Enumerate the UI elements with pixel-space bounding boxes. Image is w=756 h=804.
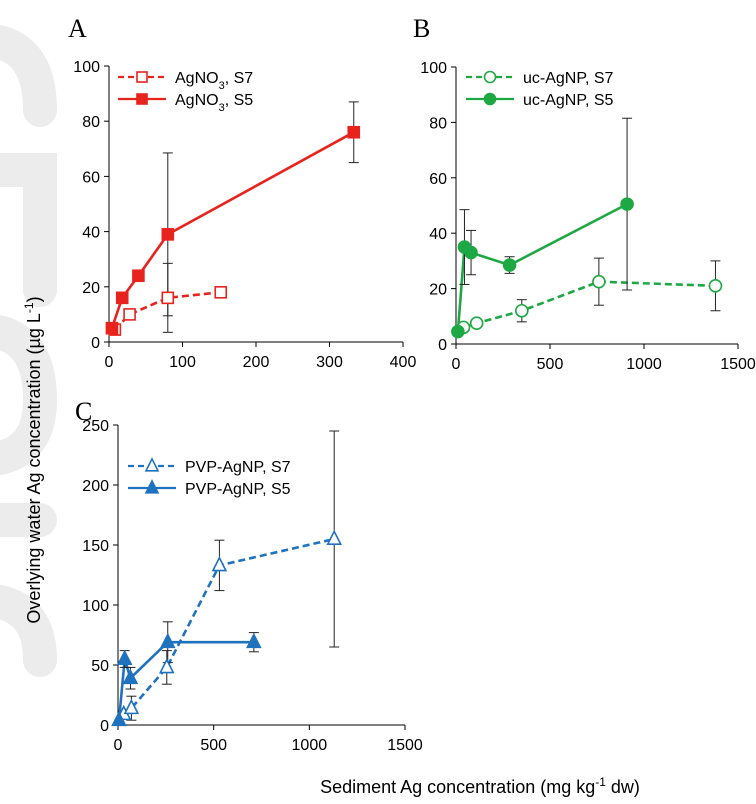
panel-a-xtick-label: 200 — [243, 354, 270, 371]
panel-b-series-2-point — [464, 245, 478, 260]
panel-a-series-2-point — [347, 125, 361, 139]
panel-b-xtick-label: 0 — [452, 356, 461, 373]
panel-c-series-1-legend-label: PVP-AgNP, S7 — [185, 459, 291, 476]
panel-c-ytick-label: 150 — [82, 538, 109, 555]
panel-c-xtick-label: 1500 — [387, 737, 423, 754]
panel-a-series-2-legend-label: AgNO3, S5 — [175, 92, 253, 114]
panel-c-series-1-point — [123, 698, 140, 715]
panel-b-ytick-label: 80 — [429, 115, 447, 132]
panel-b-series-1-point — [592, 274, 606, 289]
panel-a-series-1-point — [214, 286, 228, 299]
panel-b-ytick-label: 0 — [438, 337, 447, 354]
panel-a-series-2-legend-marker — [136, 93, 148, 105]
panel-b-ytick-label: 60 — [429, 171, 447, 188]
panel-a-xtick-label: 300 — [316, 354, 343, 371]
panel-a-chart: A 0 20 40 60 80 100 0 100 200 300 400 AgNO3, S7AgN… — [68, 14, 416, 371]
panel-b-series-1-point — [514, 303, 529, 318]
panel-c-series-1-point — [158, 657, 175, 674]
panel-b-series-2-point — [502, 258, 517, 272]
panel-a-ytick-label: 0 — [91, 335, 100, 352]
panel-b-series-1-line — [463, 280, 716, 329]
panel-a-series-1-legend-marker — [136, 71, 148, 83]
panel-c-series-2-legend-label: PVP-AgNP, S5 — [185, 481, 291, 498]
panel-c-chart: C 0 50 100 150 200 250 0 500 1000 1500 PVP-AgNP, … — [75, 397, 423, 754]
panel-c-xtick-label: 1000 — [292, 737, 328, 754]
panel-b-series-1-legend-marker — [483, 70, 497, 84]
panel-c-ytick-label: 250 — [82, 418, 109, 435]
panel-c-series-1-point — [326, 529, 343, 545]
panel-c-series-2-point — [159, 632, 176, 649]
panel-b-series-1-point — [708, 279, 723, 293]
panel-a-series-1-point — [123, 308, 136, 321]
panel-c-ytick-label: 0 — [100, 718, 109, 735]
panel-b-ytick-label: 40 — [429, 226, 447, 243]
panel-a-series-2-line — [110, 131, 355, 329]
panel-b-series-2-legend-marker — [483, 92, 497, 106]
panel-b-xtick-label: 1000 — [626, 356, 662, 373]
panel-a-series-1-line — [113, 291, 221, 331]
panel-c-ytick-label: 200 — [82, 478, 109, 495]
panel-c-ytick-label: 100 — [82, 598, 109, 615]
panel-b-xtick-label: 500 — [537, 356, 564, 373]
panel-c-series-1-line — [122, 537, 335, 716]
panel-a-ytick-label: 40 — [82, 225, 100, 242]
panel-c-series-2-point — [111, 710, 127, 727]
panel-a-ytick-label: 80 — [82, 114, 100, 131]
panel-c-series-1-legend-marker — [144, 457, 160, 472]
panel-c-series-2-point — [122, 668, 139, 685]
panel-a-xtick-label: 0 — [105, 354, 114, 371]
panel-a-ytick-label: 100 — [73, 59, 100, 76]
panel-a-series-2-point — [105, 321, 119, 335]
panel-c-label: C — [75, 397, 92, 426]
panel-a-label: A — [68, 14, 87, 43]
x-axis-title: Sediment Ag concentration (mg kg-1 dw) — [320, 775, 640, 797]
panel-b-series-2-point — [620, 197, 634, 211]
panel-b-series-2-point — [451, 324, 465, 339]
panel-a-series-1-point — [161, 291, 175, 305]
panel-a-series-2-point — [115, 291, 129, 305]
panel-c-series-1-point — [211, 555, 228, 572]
panel-a-xtick-label: 100 — [169, 354, 196, 371]
panel-a-ytick-label: 20 — [82, 280, 100, 297]
panel-c-series-2-line — [117, 640, 254, 721]
y-axis-title: Overlying water Ag concentration (µg L-1… — [22, 296, 44, 623]
panel-a-series-1-legend-label: AgNO3, S7 — [175, 70, 253, 92]
panel-b-ytick-label: 100 — [420, 60, 447, 77]
panel-a-xtick-label: 400 — [390, 354, 417, 371]
panel-b-series-1-point — [469, 316, 484, 331]
panel-b-series-1-legend-label: uc-AgNP, S7 — [523, 70, 614, 87]
panel-b-series-2-legend-label: uc-AgNP, S5 — [523, 92, 614, 109]
panel-c-series-2-point — [116, 649, 133, 665]
panel-b-label: B — [413, 14, 430, 43]
panel-b-xtick-label: 1500 — [720, 356, 756, 373]
panel-a-series-2-point — [132, 269, 145, 283]
panel-a-ytick-label: 60 — [82, 169, 100, 186]
panel-b-ytick-label: 20 — [429, 282, 447, 299]
panel-b-series-2-line — [456, 202, 628, 332]
panel-c-series-2-point — [246, 632, 262, 649]
panel-c-xtick-label: 500 — [200, 737, 227, 754]
panel-a-series-2-point — [161, 228, 175, 241]
panel-c-xtick-label: 0 — [114, 737, 123, 754]
panel-c-series-2-legend-marker — [144, 479, 160, 494]
panel-c-ytick-label: 50 — [91, 658, 109, 675]
